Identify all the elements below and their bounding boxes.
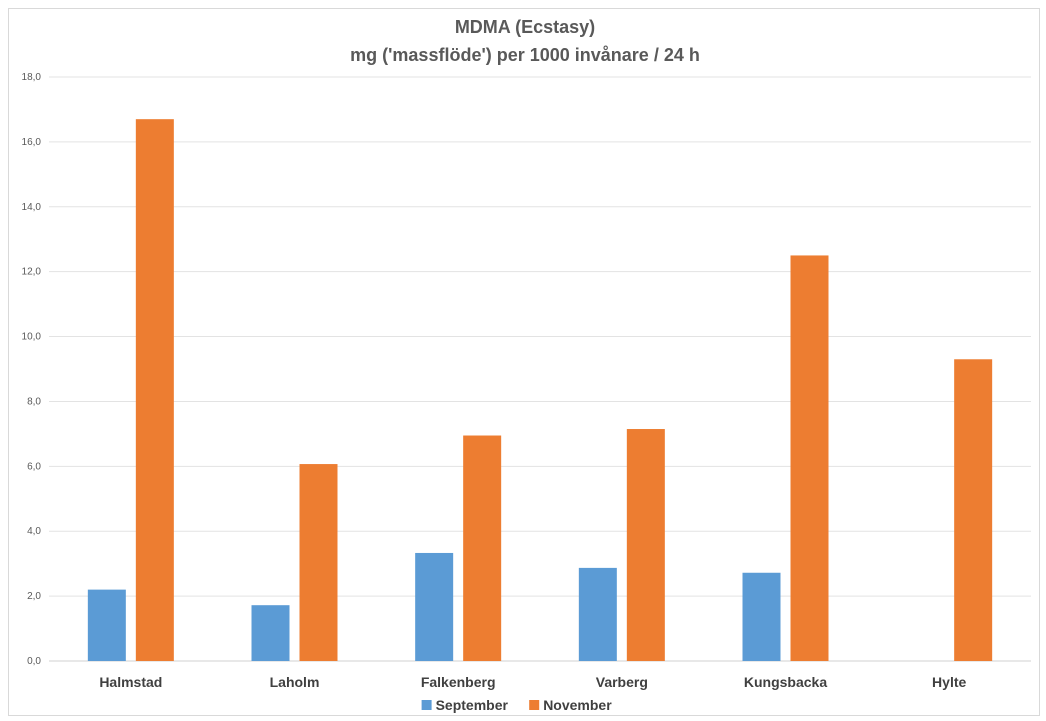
chart-frame: MDMA (Ecstasy) mg ('massflöde') per 1000…	[8, 8, 1040, 716]
grid-layer	[49, 76, 1031, 662]
bar-november-hylte	[954, 359, 993, 661]
bar-november-varberg	[626, 429, 665, 661]
x-axis-categories: Halmstad Laholm Falkenberg Varberg Kungsback…	[99, 674, 966, 690]
chart-svg: MDMA (Ecstasy) mg ('massflöde') per 1000…	[22, 17, 1031, 713]
y-axis-ticks: 0,0 2,0 4,0 6,0 8,0 10,0 12,0 14,0 16,0 18,0	[22, 72, 42, 667]
chart-title: MDMA (Ecstasy)	[455, 17, 595, 37]
y-tick-label: 2,0	[27, 591, 41, 602]
y-tick-label: 16,0	[22, 137, 42, 148]
legend: September November	[421, 697, 612, 713]
y-tick-label: 12,0	[22, 267, 42, 278]
y-tick-label: 18,0	[22, 72, 42, 83]
bar-november-kungsbacka	[790, 255, 829, 661]
x-category-label: Laholm	[270, 674, 320, 690]
bar-november-falkenberg	[463, 435, 502, 661]
bar-september-varberg	[578, 567, 617, 661]
y-tick-label: 14,0	[22, 202, 42, 213]
bar-september-laholm	[251, 605, 290, 661]
legend-label-november: November	[543, 697, 612, 713]
bar-november-laholm	[299, 464, 338, 661]
y-tick-label: 0,0	[27, 656, 41, 667]
bar-september-halmstad	[87, 589, 126, 661]
legend-swatch-september	[421, 700, 432, 710]
bar-september-kungsbacka	[742, 572, 781, 661]
legend-swatch-november	[529, 700, 540, 710]
bar-september-falkenberg	[415, 552, 454, 661]
y-tick-label: 10,0	[22, 332, 42, 343]
chart-subtitle: mg ('massflöde') per 1000 invånare / 24 …	[350, 45, 700, 65]
legend-label-september: September	[436, 697, 509, 713]
y-tick-label: 6,0	[27, 461, 41, 472]
x-category-label: Hylte	[932, 674, 966, 690]
bar-layer	[87, 119, 993, 661]
y-tick-label: 4,0	[27, 526, 41, 537]
bar-november-halmstad	[135, 119, 174, 661]
x-category-label: Kungsbacka	[744, 674, 827, 690]
x-category-label: Halmstad	[99, 674, 162, 690]
x-category-label: Varberg	[596, 674, 648, 690]
y-tick-label: 8,0	[27, 396, 41, 407]
x-category-label: Falkenberg	[421, 674, 496, 690]
